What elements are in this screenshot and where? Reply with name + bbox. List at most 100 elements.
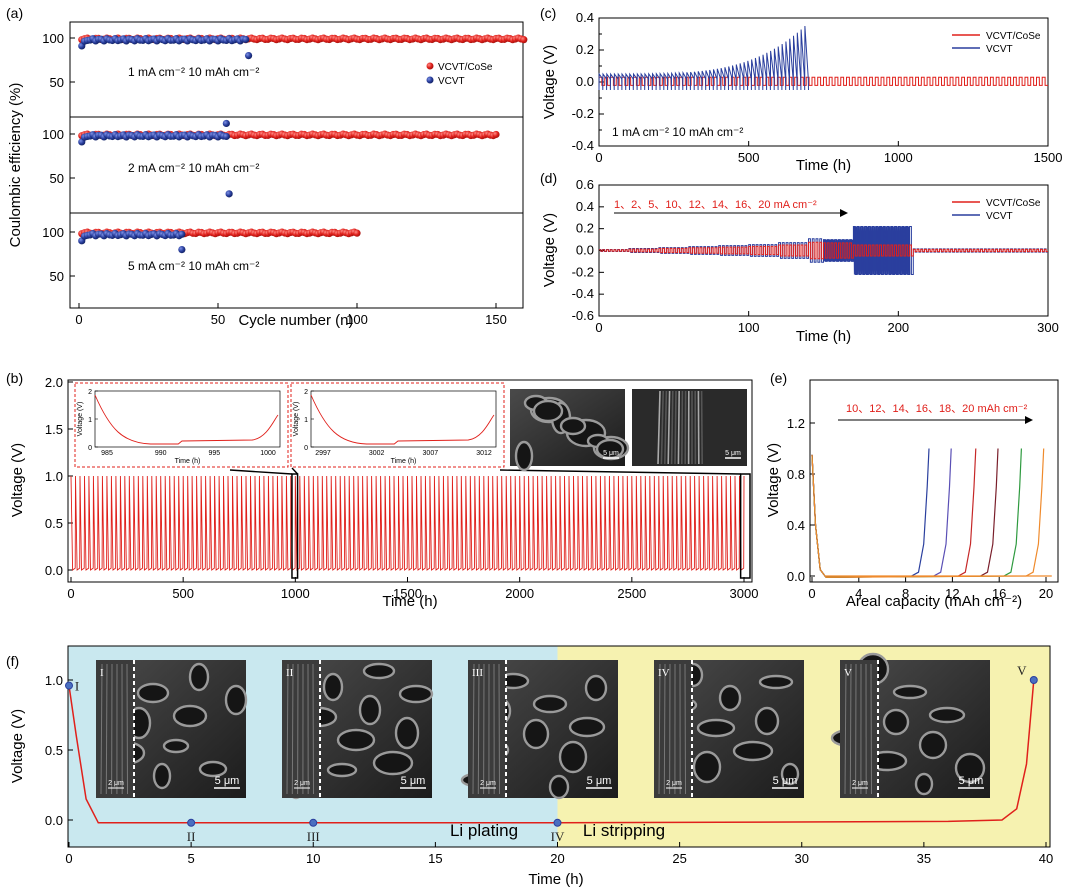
x-tick-label: 100 xyxy=(738,320,760,335)
y-tick-label: 0.0 xyxy=(576,74,594,89)
x-tick-label: 150 xyxy=(485,312,507,327)
sem-fiber xyxy=(663,663,666,795)
y-axis-label: Voltage (V) xyxy=(541,45,558,119)
panel-label: (c) xyxy=(540,5,556,21)
x-tick-label: 1500 xyxy=(393,586,422,601)
zoom-box xyxy=(739,473,751,579)
axes-f xyxy=(67,645,1051,848)
sem-pore xyxy=(224,684,248,716)
sem-pore xyxy=(152,762,172,790)
y-tick-label: 0.0 xyxy=(787,569,805,584)
condition-note: 2 mA cm⁻² 10 mAh cm⁻² xyxy=(128,161,259,175)
sem-pore xyxy=(584,674,608,702)
sem-image-stage-III: III 5 μm 2 μm xyxy=(460,660,618,800)
inset-x-axis-label: Time (h) xyxy=(175,458,201,465)
data-point-vcvt xyxy=(178,230,186,238)
sem-fiber xyxy=(472,663,475,795)
sem-pore xyxy=(754,706,780,736)
x-tick-label: 1000 xyxy=(281,586,310,601)
y-tick-label: 100 xyxy=(42,31,64,46)
y-tick-label: -0.6 xyxy=(572,308,594,323)
sem-fiber xyxy=(849,663,852,795)
x-axis-label: Time (h) xyxy=(528,871,583,888)
inset-x-tick-label: 3002 xyxy=(369,450,385,457)
x-tick-label: 20 xyxy=(1039,586,1053,601)
scale-label-small: 2 μm xyxy=(480,780,496,787)
y-tick-label: 1.0 xyxy=(45,673,63,688)
stage-point-label: IV xyxy=(551,829,565,844)
x-tick-label: 100 xyxy=(346,312,368,327)
panel-label: (b) xyxy=(6,370,23,386)
series-line-10-mAh xyxy=(811,448,930,578)
x-tick-label: 0 xyxy=(595,150,602,165)
sem-fiber xyxy=(286,663,289,795)
data-point-vcvt-outlier xyxy=(225,190,233,198)
x-tick-label: 1000 xyxy=(884,150,913,165)
y-tick-label: 0.5 xyxy=(45,516,63,531)
scale-label: 5 μm xyxy=(773,775,798,787)
axes-a xyxy=(69,21,524,309)
sem-pore xyxy=(198,760,228,778)
y-tick-label: 2.0 xyxy=(45,375,63,390)
x-tick-label: 4 xyxy=(855,586,862,601)
sem-pore xyxy=(692,750,722,784)
condition-note: 1 mA cm⁻² 10 mAh cm⁻² xyxy=(612,125,743,139)
series-line-vcvt-coSe xyxy=(70,475,745,571)
stage-point-III xyxy=(309,818,318,827)
x-tick-label: 50 xyxy=(211,312,225,327)
y-tick-label: 0.5 xyxy=(45,743,63,758)
sem-fiber xyxy=(844,663,847,795)
sem-fiber xyxy=(670,390,674,465)
region-label-plating: Li plating xyxy=(450,821,518,840)
inset-y-axis-label: Voltage (V) xyxy=(293,402,300,437)
x-tick-label: 2500 xyxy=(617,586,646,601)
condition-note: 1 mA cm⁻² 10 mAh cm⁻² xyxy=(128,65,259,79)
x-tick-label: 0 xyxy=(595,320,602,335)
inset-series-line xyxy=(94,394,279,445)
sem-image-cross-section xyxy=(632,389,747,466)
sem-pore xyxy=(918,730,948,760)
legend-label: VCVT/CoSe xyxy=(986,31,1041,42)
sem-fiber xyxy=(667,390,671,465)
y-axis-label: Voltage (V) xyxy=(541,213,558,287)
sem-pore xyxy=(732,740,774,762)
stage-point-IV xyxy=(553,818,562,827)
series-line-12-mAh xyxy=(811,448,952,578)
sem-fiber xyxy=(126,663,128,795)
scale-label: 5 μm xyxy=(603,450,619,457)
legend-label: VCVT/CoSe xyxy=(986,198,1041,209)
x-axis-label: Time (h) xyxy=(796,157,851,174)
sem-fiber xyxy=(870,663,872,795)
data-point-vcvt xyxy=(242,35,250,44)
y-axis-label: Coulombic efficiency (%) xyxy=(7,83,24,248)
y-tick-label: 0.2 xyxy=(576,221,594,236)
x-tick-label: 20 xyxy=(550,851,564,866)
x-tick-label: 0 xyxy=(808,586,815,601)
stage-point-V xyxy=(1029,676,1038,684)
sem-fiber xyxy=(312,663,314,795)
legend-label: VCVT xyxy=(986,44,1013,55)
sem-pore xyxy=(522,718,550,750)
sem-stage-label: I xyxy=(100,667,104,679)
series-line-vcvt-coSe xyxy=(599,76,1048,86)
y-tick-label: -0.4 xyxy=(572,138,594,153)
y-tick-label: 0.4 xyxy=(576,10,594,25)
y-tick-label: -0.2 xyxy=(572,106,594,121)
sem-fiber xyxy=(660,390,664,465)
scale-label-small: 2 μm xyxy=(852,780,868,787)
data-point-vcvt-outlier xyxy=(222,119,230,128)
data-point-vcvt-coSe xyxy=(492,130,500,139)
stage-point-label: I xyxy=(75,679,79,694)
region-label-stripping: Li stripping xyxy=(583,821,665,840)
sem-pore xyxy=(398,684,434,704)
inset-y-tick-label: 1 xyxy=(304,417,308,424)
sem-stage-label: III xyxy=(472,667,483,679)
y-tick-label: 0.2 xyxy=(576,42,594,57)
scale-label: 5 μm xyxy=(587,775,612,787)
sem-fiber xyxy=(658,663,661,795)
inset-frame xyxy=(74,382,289,468)
x-tick-label: 16 xyxy=(992,586,1006,601)
legend-marker xyxy=(426,62,434,70)
y-axis-label: Voltage (V) xyxy=(765,443,782,517)
inset-x-tick-label: 990 xyxy=(155,450,167,457)
